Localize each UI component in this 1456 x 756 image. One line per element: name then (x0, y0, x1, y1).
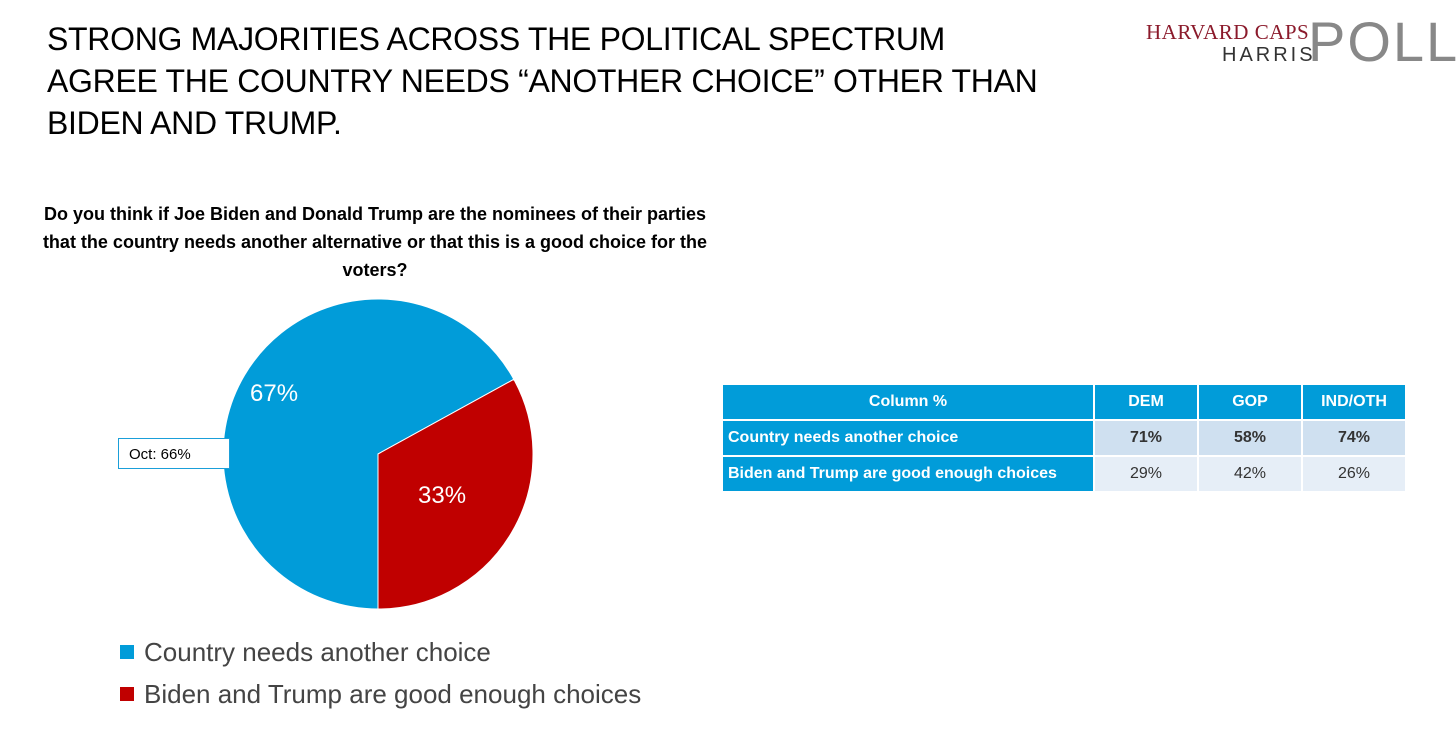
header-column-pct: Column % (721, 383, 1095, 421)
header-ind-oth: IND/OTH (1301, 383, 1407, 421)
pie-label-67: 67% (250, 380, 299, 407)
row-label: Biden and Trump are good enough choices (721, 455, 1095, 493)
header-dem: DEM (1093, 383, 1199, 421)
legend-item-good-enough: Biden and Trump are good enough choices (120, 674, 641, 714)
logo-line-2: HARRIS (1222, 44, 1316, 66)
logo-line-3: POLL (1308, 10, 1456, 73)
logo-line-1: HARVARD CAPS (1146, 20, 1310, 44)
cell-dem: 29% (1093, 455, 1199, 493)
legend-swatch-red (120, 687, 134, 701)
pie-legend: Country needs another choice Biden and T… (120, 632, 641, 716)
pie-slice-biden-trump-good-enough (377, 378, 534, 610)
header-gop: GOP (1197, 383, 1303, 421)
pie-slice-country-needs-another-choice (222, 298, 515, 610)
oct-comparison-callout: Oct: 66% (118, 438, 230, 469)
table-row: Country needs another choice 71% 58% 74% (721, 419, 1407, 457)
slide-title: STRONG MAJORITIES ACROSS THE POLITICAL S… (47, 21, 1038, 141)
row-label: Country needs another choice (721, 419, 1095, 457)
table-row: Biden and Trump are good enough choices … (721, 455, 1407, 493)
table-header-row: Column % DEM GOP IND/OTH (721, 383, 1407, 421)
crosstab-table: Column % DEM GOP IND/OTH Country needs a… (721, 383, 1407, 493)
legend-swatch-blue (120, 645, 134, 659)
pie-label-33: 33% (418, 482, 467, 509)
pie-chart (222, 298, 534, 610)
cell-gop: 58% (1197, 419, 1303, 457)
cell-ind-oth: 26% (1301, 455, 1407, 493)
chart-question: Do you think if Joe Biden and Donald Tru… (42, 204, 708, 280)
legend-label: Country needs another choice (144, 636, 491, 667)
cell-ind-oth: 74% (1301, 419, 1407, 457)
legend-label: Biden and Trump are good enough choices (144, 678, 642, 709)
cell-gop: 42% (1197, 455, 1303, 493)
cell-dem: 71% (1093, 419, 1199, 457)
legend-item-another-choice: Country needs another choice (120, 632, 641, 672)
harvard-caps-harris-poll-logo: HARVARD CAPS HARRIS POLL (1140, 12, 1456, 74)
